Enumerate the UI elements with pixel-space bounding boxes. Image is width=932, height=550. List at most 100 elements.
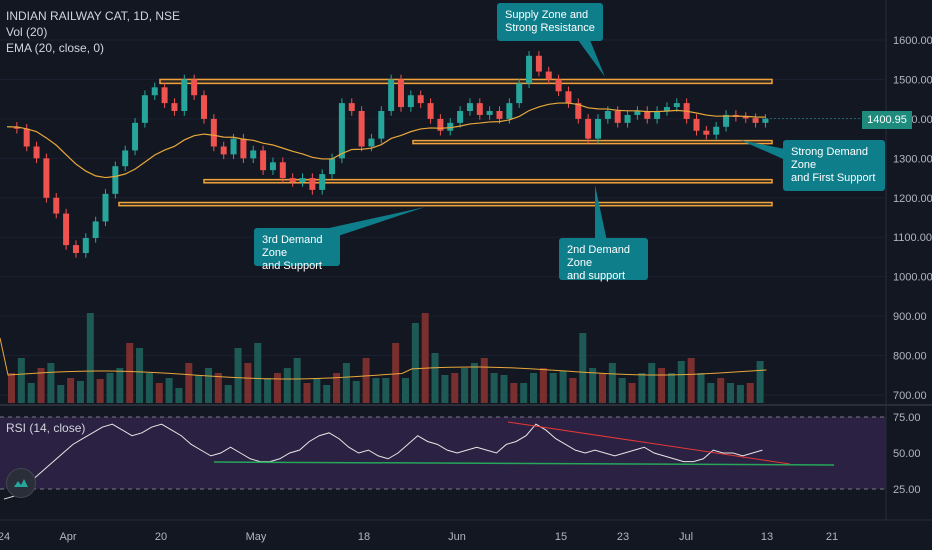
volume-bar — [126, 343, 134, 403]
candle-body — [378, 111, 385, 139]
time-tick-label: 13 — [761, 531, 773, 543]
volume-bar — [116, 368, 124, 403]
volume-bar — [579, 333, 587, 403]
candle-body — [53, 197, 60, 214]
volume-bar — [470, 363, 478, 403]
candle-body — [437, 118, 444, 131]
volume-bar — [224, 385, 232, 403]
volume-bar — [717, 378, 725, 403]
candles — [13, 51, 769, 258]
volume-bar — [559, 371, 567, 403]
rsi-tick-label: 50.00 — [893, 448, 921, 460]
volume-bar — [145, 373, 153, 403]
candle-body — [102, 193, 109, 222]
candle-body — [398, 79, 404, 108]
volume-bar — [480, 358, 488, 403]
volume-bar — [510, 383, 518, 403]
callout-2nd-demand-line2: and support — [567, 270, 626, 282]
candle-body — [161, 87, 168, 104]
time-tick-label: Jul — [679, 531, 693, 543]
candle-body — [82, 238, 89, 253]
volume-bar — [106, 373, 114, 403]
zones — [118, 78, 773, 207]
callout-strong-demand: Strong Demand Zone and First Support — [783, 140, 885, 191]
volume-bar — [17, 358, 25, 403]
volume-bar — [658, 368, 666, 403]
volume-bar — [638, 373, 646, 403]
candle-body — [693, 118, 700, 131]
candle-body — [171, 103, 178, 111]
candle-body — [112, 166, 119, 194]
candle-body — [299, 178, 306, 182]
time-tick-label: 23 — [617, 531, 629, 543]
candle-body — [201, 95, 207, 119]
callout-3rd-demand-line2: and Support — [262, 260, 322, 272]
strong-demand-pointer — [740, 140, 790, 162]
volume-bar — [727, 383, 735, 403]
volume-bar — [76, 381, 84, 403]
candle-body — [447, 122, 454, 131]
price-tick-label: 1100.00 — [893, 232, 932, 244]
3rd-demand-pointer — [320, 207, 425, 242]
rsi-line — [3, 423, 763, 500]
candle-body — [713, 126, 720, 135]
candle-body — [663, 107, 670, 111]
volume-bar — [47, 363, 55, 403]
volume-bar — [67, 378, 75, 403]
volume-bar — [175, 388, 183, 403]
legend: INDIAN RAILWAY CAT, 1D, NSE Vol (20) EMA… — [6, 8, 180, 56]
candle-body — [13, 126, 20, 129]
time-tick-label: Jun — [448, 531, 466, 543]
volume-bar — [165, 378, 173, 403]
candle-body — [476, 103, 483, 115]
callout-supply: Supply Zone and Strong Resistance — [497, 3, 603, 41]
callout-2nd-demand-line1: 2nd Demand Zone — [567, 244, 630, 269]
price-axis: 1600.001500.001400.001300.001200.001100.… — [893, 35, 932, 402]
candle-body — [457, 111, 464, 123]
rsi-support-trendline — [213, 461, 835, 466]
volume-bar — [411, 323, 419, 403]
ema-line — [6, 102, 886, 179]
legend-volume: Vol (20) — [6, 25, 48, 39]
volume-bar — [599, 373, 606, 403]
volume-bar — [589, 368, 597, 403]
candle-body — [673, 103, 680, 108]
candle-body — [624, 114, 631, 123]
candle-body — [329, 158, 336, 175]
volume-bar — [244, 363, 252, 403]
time-tick-label: 24 — [0, 531, 10, 543]
price-tick-label: 800.00 — [893, 351, 927, 363]
price-tick-label: 1500.00 — [893, 74, 932, 86]
candle-body — [348, 103, 355, 111]
candle-body — [388, 79, 395, 111]
2nd-demand-zone — [203, 178, 773, 184]
callout-supply-line2: Strong Resistance — [505, 22, 595, 34]
price-tick-label: 1000.00 — [893, 272, 932, 284]
candle-body — [752, 118, 759, 123]
candle-body — [63, 213, 70, 246]
callout-3rd-demand: 3rd Demand Zone and Support — [254, 228, 340, 272]
price-tick-label: 900.00 — [893, 311, 927, 323]
candle-body — [220, 146, 227, 155]
time-tick-label: May — [246, 531, 267, 543]
tradingview-logo-icon[interactable] — [6, 468, 36, 498]
candle-body — [151, 87, 158, 96]
volume-bar — [155, 383, 163, 403]
candle-body — [545, 71, 552, 80]
volume-bar — [27, 383, 35, 403]
supply-zone — [159, 78, 773, 85]
candle-body — [604, 111, 611, 119]
volume-bar — [648, 363, 656, 403]
volume-bar — [57, 385, 65, 403]
volume-average-line — [0, 337, 767, 380]
candle-body — [33, 146, 40, 159]
volume-bar — [707, 383, 715, 403]
last-price-tag: 1400.95 — [862, 111, 912, 129]
candle-body — [742, 116, 749, 119]
candle-body — [141, 95, 148, 123]
candle-body — [614, 111, 621, 123]
volume-bar — [37, 368, 45, 403]
candle-body — [230, 138, 237, 155]
candle-body — [309, 178, 316, 190]
